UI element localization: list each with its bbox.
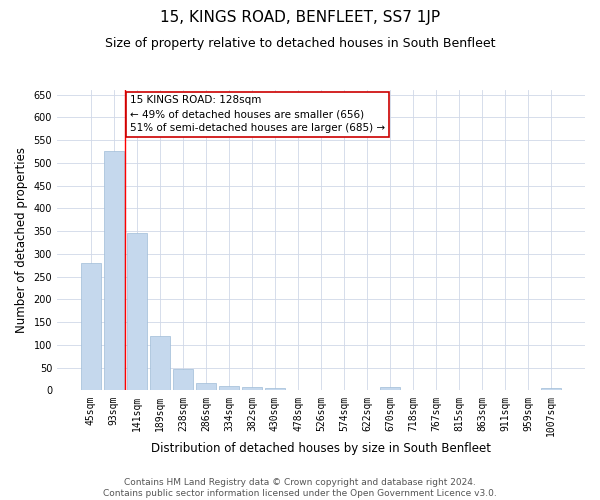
Bar	[219, 386, 239, 390]
Bar	[104, 152, 124, 390]
Bar	[242, 387, 262, 390]
Bar	[81, 263, 101, 390]
Text: 15, KINGS ROAD, BENFLEET, SS7 1JP: 15, KINGS ROAD, BENFLEET, SS7 1JP	[160, 10, 440, 25]
Bar	[380, 388, 400, 390]
Bar	[196, 383, 216, 390]
Bar	[127, 234, 146, 390]
Bar	[265, 388, 285, 390]
Text: Size of property relative to detached houses in South Benfleet: Size of property relative to detached ho…	[105, 38, 495, 51]
Bar	[173, 369, 193, 390]
X-axis label: Distribution of detached houses by size in South Benfleet: Distribution of detached houses by size …	[151, 442, 491, 455]
Text: 15 KINGS ROAD: 128sqm
← 49% of detached houses are smaller (656)
51% of semi-det: 15 KINGS ROAD: 128sqm ← 49% of detached …	[130, 96, 385, 134]
Y-axis label: Number of detached properties: Number of detached properties	[15, 147, 28, 333]
Text: Contains HM Land Registry data © Crown copyright and database right 2024.
Contai: Contains HM Land Registry data © Crown c…	[103, 478, 497, 498]
Bar	[150, 336, 170, 390]
Bar	[541, 388, 561, 390]
